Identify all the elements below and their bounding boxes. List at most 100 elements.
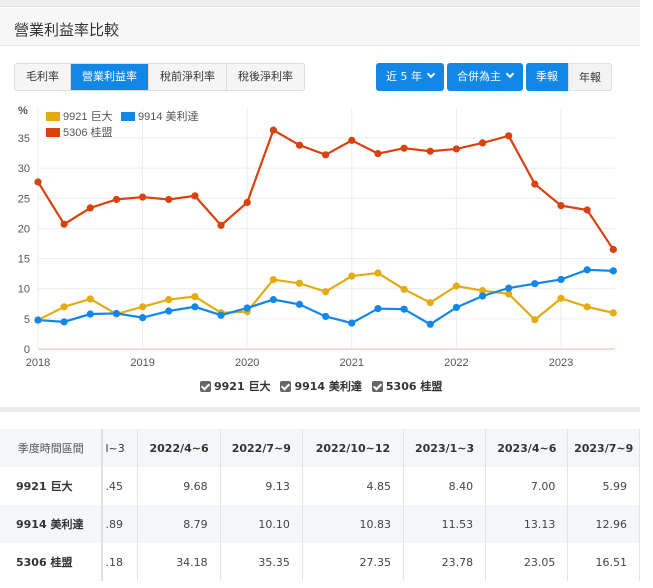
data-point[interactable] bbox=[452, 145, 460, 153]
cell: 5.99 bbox=[567, 467, 640, 505]
data-point[interactable] bbox=[191, 192, 199, 200]
data-point[interactable] bbox=[165, 295, 173, 304]
data-point[interactable] bbox=[374, 269, 382, 277]
data-point[interactable] bbox=[478, 139, 487, 147]
data-point[interactable] bbox=[557, 294, 565, 302]
data-point[interactable] bbox=[583, 206, 591, 214]
checkbox-checked-icon bbox=[371, 380, 383, 392]
data-point[interactable] bbox=[557, 202, 565, 210]
y-tick-label: 20 bbox=[18, 223, 30, 235]
data-point[interactable] bbox=[583, 266, 591, 274]
data-point[interactable] bbox=[217, 221, 225, 229]
data-point[interactable] bbox=[165, 195, 173, 204]
data-point[interactable] bbox=[557, 275, 565, 284]
data-point[interactable] bbox=[400, 285, 408, 293]
y-tick-label: 10 bbox=[18, 284, 30, 296]
data-point[interactable] bbox=[583, 303, 591, 311]
data-point[interactable] bbox=[452, 282, 460, 290]
data-point[interactable] bbox=[348, 136, 356, 144]
cell: 9.13 bbox=[220, 467, 303, 505]
data-point[interactable] bbox=[348, 319, 356, 327]
data-point[interactable] bbox=[374, 150, 382, 158]
data-point[interactable] bbox=[609, 267, 617, 275]
cell: 16.51 bbox=[567, 543, 640, 581]
tab-gross-margin[interactable]: 毛利率 bbox=[15, 64, 71, 90]
checkbox-checked-icon bbox=[200, 380, 211, 392]
x-tick-label: 2020 bbox=[235, 357, 259, 369]
data-point[interactable] bbox=[86, 204, 94, 212]
cell: .18 bbox=[102, 543, 139, 581]
data-point[interactable] bbox=[139, 303, 147, 311]
data-point[interactable] bbox=[478, 292, 487, 300]
data-point[interactable] bbox=[426, 320, 434, 328]
y-tick-label: 15 bbox=[18, 254, 30, 266]
data-point[interactable] bbox=[34, 316, 42, 324]
toggle-9914[interactable]: 9914 美利達 bbox=[280, 378, 362, 394]
data-table-scroll[interactable]: 季度時間區間 l~3 2022/4~6 2022/7~9 2022/10~12 … bbox=[0, 429, 640, 581]
data-point[interactable] bbox=[86, 310, 94, 318]
data-point[interactable] bbox=[531, 280, 539, 288]
quarterly-button[interactable]: 季報 bbox=[526, 63, 568, 91]
table-row: 9921 巨大 .45 9.68 9.13 4.85 8.40 7.00 5.9… bbox=[0, 467, 640, 505]
data-point[interactable] bbox=[191, 292, 199, 301]
y-tick-label: 25 bbox=[18, 193, 30, 205]
data-point[interactable] bbox=[60, 318, 68, 326]
data-point[interactable] bbox=[400, 144, 408, 152]
data-point[interactable] bbox=[34, 178, 42, 186]
range-dropdown[interactable]: 近 5 年 bbox=[376, 63, 444, 91]
chevron-down-icon bbox=[426, 69, 436, 79]
data-point[interactable] bbox=[60, 303, 68, 311]
tab-operating-margin[interactable]: 營業利益率 bbox=[71, 64, 149, 90]
annual-button[interactable]: 年報 bbox=[568, 63, 612, 91]
data-point[interactable] bbox=[86, 295, 94, 303]
section-divider bbox=[0, 407, 640, 412]
data-point[interactable] bbox=[165, 307, 173, 315]
data-point[interactable] bbox=[112, 195, 121, 204]
toggle-label: 5306 桂盟 bbox=[385, 380, 443, 393]
data-point[interactable] bbox=[243, 304, 251, 312]
basis-label: 合併為主 bbox=[457, 70, 501, 83]
data-point[interactable] bbox=[348, 272, 356, 280]
data-point[interactable] bbox=[505, 290, 513, 298]
y-axis-unit: % bbox=[18, 105, 28, 117]
table-row: 5306 桂盟 .18 34.18 35.35 27.35 23.78 23.0… bbox=[0, 543, 640, 581]
data-point[interactable] bbox=[269, 276, 277, 284]
basis-dropdown[interactable]: 合併為主 bbox=[447, 63, 523, 91]
data-point[interactable] bbox=[112, 309, 121, 318]
data-point[interactable] bbox=[139, 314, 147, 322]
data-point[interactable] bbox=[295, 300, 304, 308]
data-point[interactable] bbox=[139, 193, 147, 201]
data-point[interactable] bbox=[452, 303, 460, 312]
series-line bbox=[37, 128, 615, 251]
data-point[interactable] bbox=[322, 288, 330, 296]
data-point[interactable] bbox=[269, 126, 277, 134]
chart-svg: 0 5 10 15 20 25 30 35% 2018 2019 2020 2021 2022 2023 9… bbox=[18, 105, 617, 369]
data-point[interactable] bbox=[295, 279, 304, 287]
data-point[interactable] bbox=[60, 220, 68, 228]
tab-net-margin[interactable]: 稅後淨利率 bbox=[238, 70, 293, 83]
data-point[interactable] bbox=[426, 298, 434, 307]
data-point[interactable] bbox=[505, 284, 513, 292]
data-point[interactable] bbox=[505, 132, 513, 140]
data-point[interactable] bbox=[531, 316, 539, 324]
data-point[interactable] bbox=[426, 147, 434, 155]
data-point[interactable] bbox=[322, 151, 330, 159]
data-point[interactable] bbox=[269, 295, 277, 304]
x-tick-label: 2023 bbox=[549, 357, 573, 369]
data-point[interactable] bbox=[531, 180, 539, 188]
data-point[interactable] bbox=[400, 305, 408, 313]
data-point[interactable] bbox=[478, 287, 487, 295]
data-point[interactable] bbox=[191, 303, 199, 311]
panel-header: 營業利益率比較 bbox=[0, 8, 640, 46]
data-point[interactable] bbox=[609, 245, 617, 254]
cell: 10.83 bbox=[302, 505, 404, 543]
data-point[interactable] bbox=[217, 311, 225, 319]
data-point[interactable] bbox=[295, 141, 304, 149]
data-point[interactable] bbox=[374, 304, 382, 313]
data-point[interactable] bbox=[243, 198, 251, 207]
toggle-5306[interactable]: 5306 桂盟 bbox=[371, 378, 443, 394]
tab-pretax-margin[interactable]: 稅前淨利率 bbox=[149, 64, 227, 90]
toggle-9921[interactable]: 9921 巨大 bbox=[200, 378, 270, 394]
data-point[interactable] bbox=[322, 312, 330, 321]
data-point[interactable] bbox=[609, 309, 617, 317]
